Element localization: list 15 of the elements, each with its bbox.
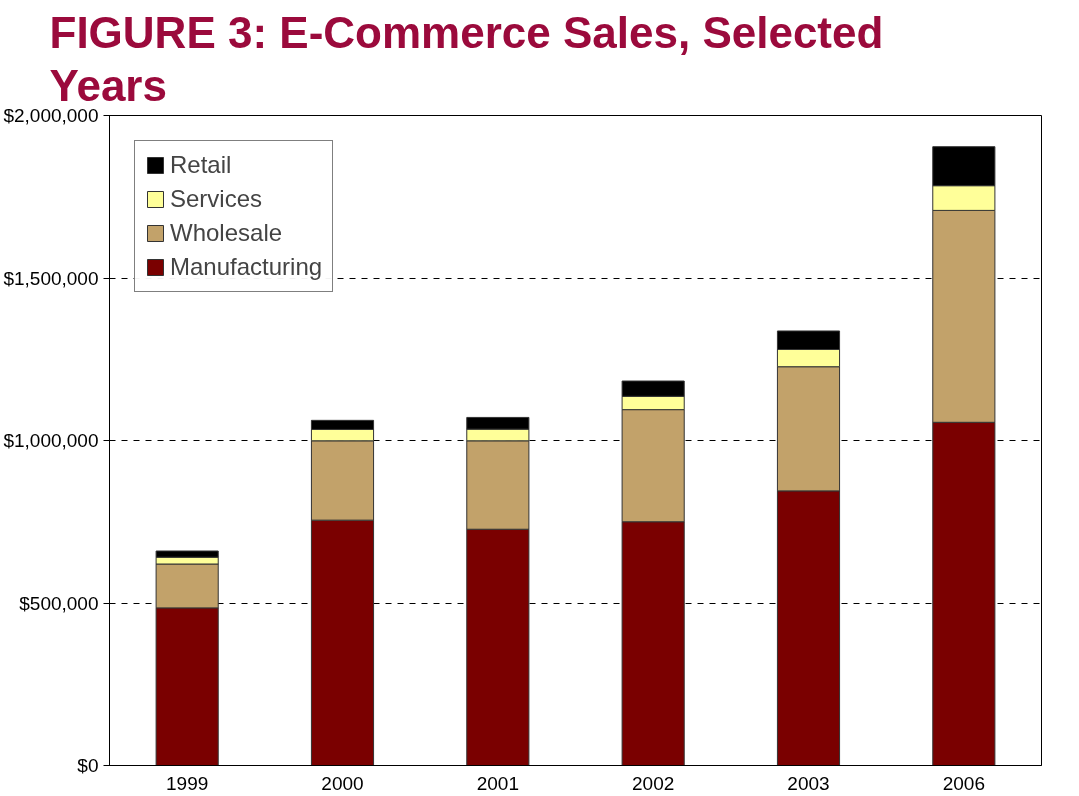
x-tick-label: 2003 (787, 772, 830, 794)
legend-label: Manufacturing (170, 253, 323, 281)
y-tick-label: $1,500,000 (3, 267, 99, 289)
x-tick-label: 2002 (632, 772, 675, 794)
x-tick-label: 2000 (321, 772, 364, 794)
y-tick-label: $2,000,000 (3, 105, 99, 126)
y-tick-label: $1,000,000 (3, 430, 99, 451)
legend-label: Retail (170, 151, 232, 179)
x-tick-label: 2006 (942, 772, 985, 794)
legend-label: Wholesale (170, 219, 283, 247)
y-tick-label: $500,000 (19, 592, 99, 614)
x-tick-label: 1999 (166, 772, 209, 794)
y-tick-label: $0 (77, 755, 99, 776)
x-tick-label: 2001 (476, 772, 519, 794)
legend-label: Services (170, 185, 263, 213)
